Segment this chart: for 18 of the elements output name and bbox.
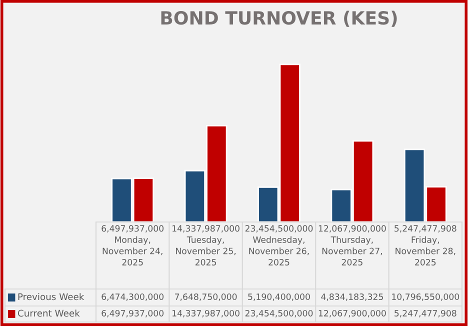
chart-title: BOND TURNOVER (KES) <box>161 10 397 27</box>
x-tick-label: 14,337,987,000 Tuesday, November 25, 2025 <box>172 225 240 266</box>
data-label: 7,648,750,000 <box>175 293 237 301</box>
x-tick-label: 23,454,500,000 Wednesday, November 26, 2025 <box>245 225 313 266</box>
data-label: 5,190,400,000 <box>248 293 310 301</box>
x-tick-label: 5,247,477,908 Friday, November 28, 2025 <box>394 225 456 266</box>
data-label: 10,796,550,000 <box>392 293 460 301</box>
legend-label: Previous Week <box>18 293 84 300</box>
data-label: 14,337,987,000 <box>172 310 240 318</box>
data-label: 6,497,937,000 <box>102 310 164 318</box>
x-tick-label: 12,067,900,000 Thursday, November 27, 2025 <box>318 225 386 266</box>
data-label: 23,454,500,000 <box>245 310 313 318</box>
data-label: 5,247,477,908 <box>394 310 456 318</box>
x-tick-label: 6,497,937,000 Monday, November 24, 2025 <box>102 225 164 266</box>
data-label: 6,474,300,000 <box>102 293 164 301</box>
legend-label: Current Week <box>18 310 80 317</box>
data-label: 12,067,900,000 <box>318 310 386 318</box>
data-label: 4,834,183,325 <box>321 293 383 301</box>
